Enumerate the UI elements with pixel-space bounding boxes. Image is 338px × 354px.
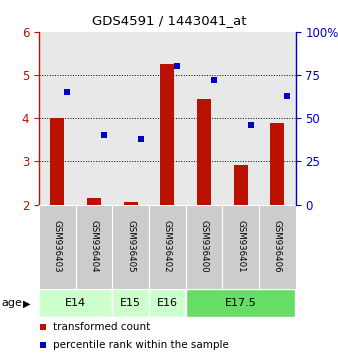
Text: GSM936400: GSM936400 bbox=[199, 221, 209, 273]
Bar bbox=[270, 122, 284, 205]
Text: GSM936402: GSM936402 bbox=[163, 221, 172, 273]
Bar bbox=[39, 205, 76, 289]
Bar bbox=[76, 205, 112, 289]
Bar bbox=[160, 64, 174, 205]
Text: ▶: ▶ bbox=[23, 298, 30, 308]
Bar bbox=[186, 32, 222, 205]
Bar bbox=[186, 290, 295, 317]
Bar bbox=[222, 32, 259, 205]
Text: GSM936406: GSM936406 bbox=[273, 221, 282, 273]
Text: GSM936404: GSM936404 bbox=[90, 221, 98, 273]
Text: GDS4591 / 1443041_at: GDS4591 / 1443041_at bbox=[92, 14, 246, 27]
Text: E16: E16 bbox=[157, 298, 178, 308]
Bar bbox=[186, 205, 222, 289]
Bar bbox=[76, 32, 112, 205]
Text: E17.5: E17.5 bbox=[225, 298, 257, 308]
Text: E15: E15 bbox=[120, 298, 141, 308]
Bar bbox=[39, 290, 112, 317]
Bar bbox=[197, 99, 211, 205]
Bar bbox=[259, 32, 296, 205]
Text: E14: E14 bbox=[65, 298, 86, 308]
Bar bbox=[112, 32, 149, 205]
Bar bbox=[234, 165, 248, 205]
Text: GSM936405: GSM936405 bbox=[126, 221, 135, 273]
Text: percentile rank within the sample: percentile rank within the sample bbox=[53, 339, 229, 350]
Bar bbox=[87, 198, 101, 205]
Text: GSM936401: GSM936401 bbox=[236, 221, 245, 273]
Bar bbox=[50, 118, 64, 205]
Bar bbox=[124, 202, 138, 205]
Bar bbox=[259, 205, 296, 289]
Text: transformed count: transformed count bbox=[53, 322, 150, 332]
Bar bbox=[149, 290, 185, 317]
Bar bbox=[112, 290, 149, 317]
Bar bbox=[112, 205, 149, 289]
Bar bbox=[222, 205, 259, 289]
Text: GSM936403: GSM936403 bbox=[53, 221, 62, 273]
Bar bbox=[149, 205, 186, 289]
Text: age: age bbox=[2, 298, 23, 308]
Bar bbox=[39, 32, 76, 205]
Bar bbox=[149, 32, 186, 205]
